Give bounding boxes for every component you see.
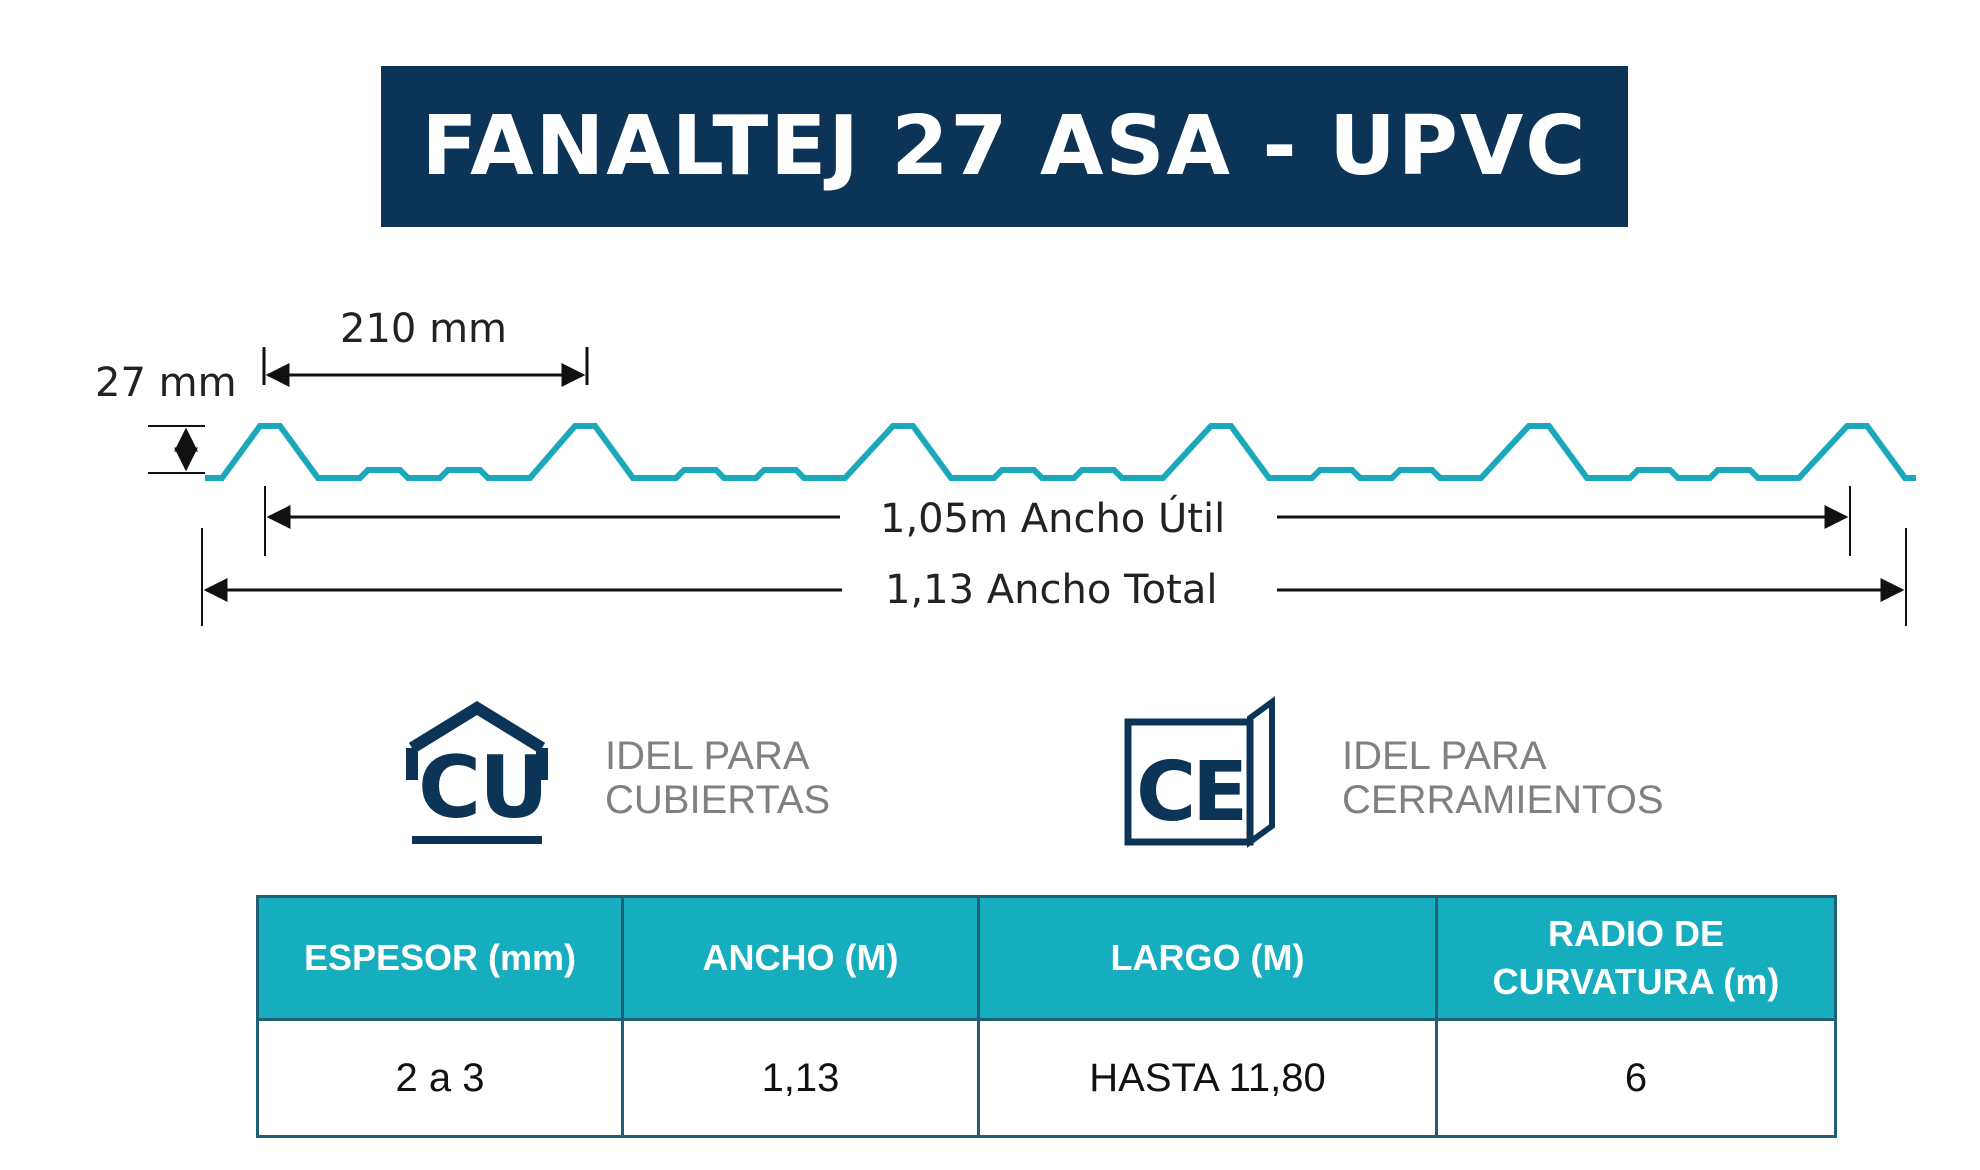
table-header-row: ESPESOR (mm) ANCHO (M) LARGO (M) RADIO D… bbox=[256, 895, 1837, 1021]
header-radio: RADIO DE CURVATURA (m) bbox=[1435, 895, 1837, 1021]
cell-ancho: 1,13 bbox=[621, 1018, 980, 1138]
feature-cerramientos-line1: IDEL PARA bbox=[1342, 734, 1547, 778]
header-radio-line1: RADIO DE bbox=[1547, 913, 1724, 954]
feature-cubiertas-line2: CUBIERTAS bbox=[605, 778, 831, 822]
feature-cerramientos-line2: CERRAMIENTOS bbox=[1342, 778, 1664, 822]
roof-cu-icon bbox=[406, 700, 548, 844]
cell-largo: HASTA 11,80 bbox=[977, 1018, 1438, 1138]
table-row: 2 a 3 1,13 HASTA 11,80 6 bbox=[256, 1018, 1837, 1138]
header-radio-line2: CURVATURA (m) bbox=[1492, 961, 1780, 1002]
useful-width-label: 1,05m Ancho Útil bbox=[880, 496, 1226, 542]
corrugated-profile-line bbox=[205, 423, 1916, 481]
specs-table: ESPESOR (mm) ANCHO (M) LARGO (M) RADIO D… bbox=[256, 895, 1837, 1138]
useful-width-dimension bbox=[264, 486, 1851, 556]
total-width-dimension bbox=[201, 528, 1907, 626]
cu-icon-text: CU bbox=[418, 738, 549, 838]
pitch-label: 210 mm bbox=[340, 306, 507, 352]
feature-cubiertas-text: IDEL PARA CUBIERTAS bbox=[605, 734, 830, 822]
header-largo: LARGO (M) bbox=[977, 895, 1438, 1021]
feature-cubiertas-line1: IDEL PARA bbox=[605, 734, 810, 778]
ce-icon-text: CE bbox=[1136, 745, 1248, 840]
enclosure-ce-icon bbox=[1124, 696, 1275, 848]
page-title: FANALTEJ 27 ASA - UPVC bbox=[421, 99, 1588, 194]
height-label: 27 mm bbox=[95, 360, 237, 406]
cell-radio: 6 bbox=[1435, 1018, 1837, 1138]
header-espesor: ESPESOR (mm) bbox=[256, 895, 624, 1021]
pitch-dimension bbox=[262, 347, 589, 387]
total-width-label: 1,13 Ancho Total bbox=[885, 567, 1218, 613]
header-ancho: ANCHO (M) bbox=[621, 895, 980, 1021]
feature-cerramientos-text: IDEL PARA CERRAMIENTOS bbox=[1342, 734, 1664, 822]
cell-espesor: 2 a 3 bbox=[256, 1018, 624, 1138]
title-banner: FANALTEJ 27 ASA - UPVC bbox=[381, 66, 1628, 227]
height-dimension bbox=[148, 425, 205, 474]
